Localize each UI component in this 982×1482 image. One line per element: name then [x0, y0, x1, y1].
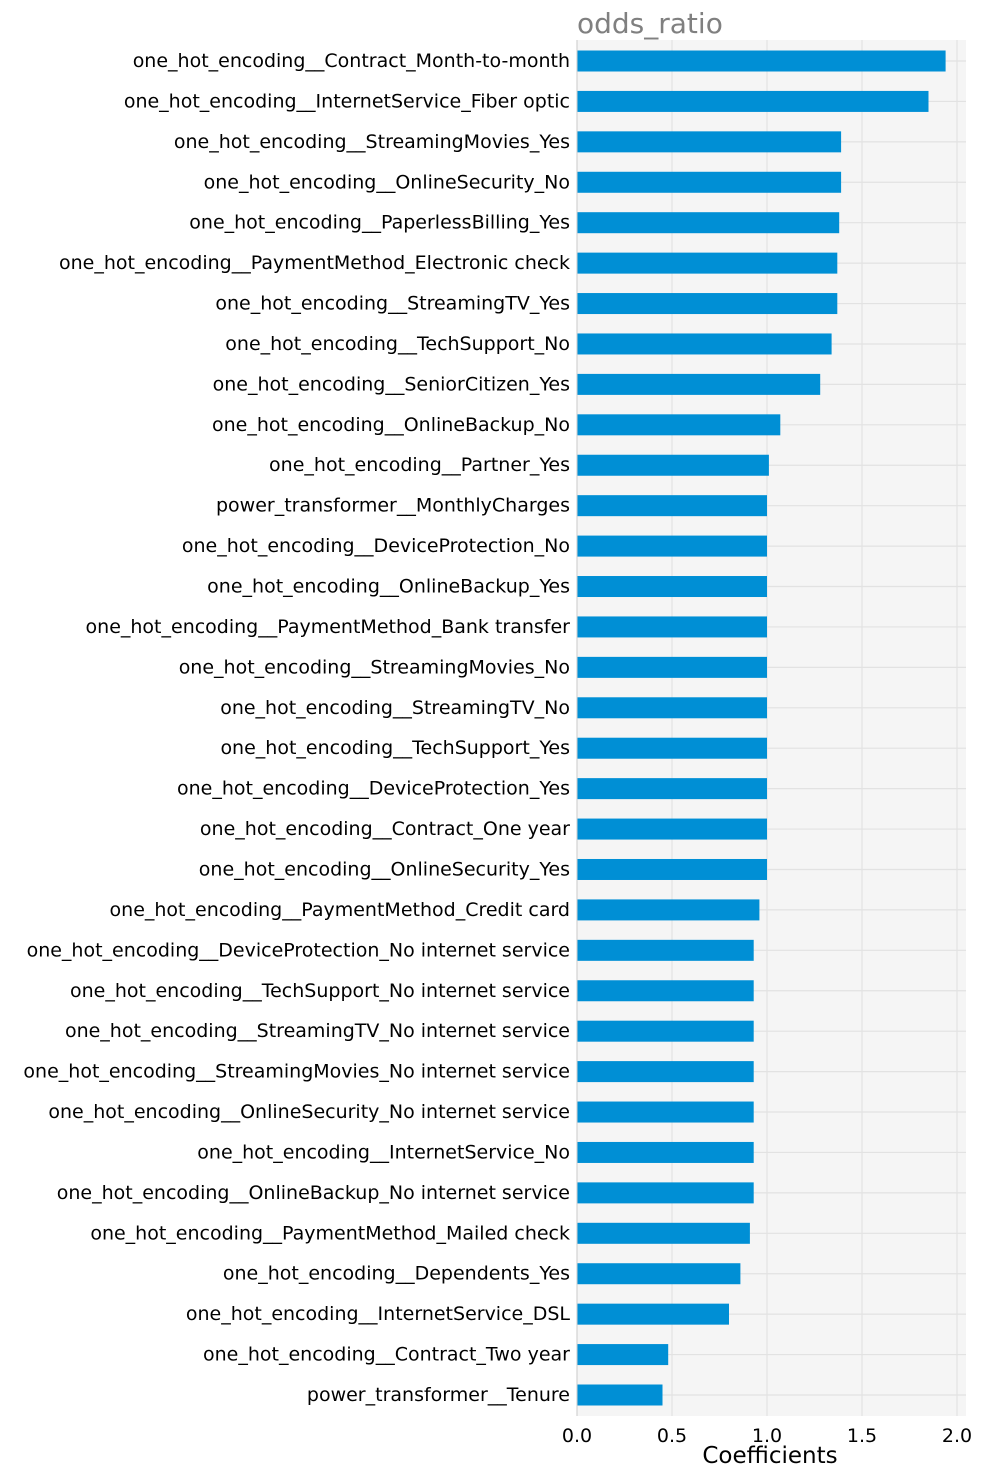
category-label: one_hot_encoding__Contract_Month-to-mont… [133, 50, 570, 72]
category-label: one_hot_encoding__Partner_Yes [269, 454, 570, 476]
bar [577, 899, 760, 921]
bar [577, 697, 767, 719]
bar [577, 1303, 729, 1325]
category-label: one_hot_encoding__PaperlessBilling_Yes [189, 212, 570, 234]
category-label: one_hot_encoding__OnlineSecurity_No inte… [48, 1101, 570, 1123]
bar [577, 293, 838, 315]
category-label: one_hot_encoding__OnlineSecurity_No [204, 171, 570, 193]
category-label: one_hot_encoding__StreamingMovies_Yes [174, 131, 570, 153]
category-label: one_hot_encoding__Contract_Two year [203, 1344, 570, 1366]
category-label: one_hot_encoding__InternetService_No [197, 1141, 570, 1163]
bars [577, 50, 946, 1406]
chart-title: odds_ratio [577, 7, 723, 40]
bar [577, 818, 767, 840]
category-label: one_hot_encoding__TechSupport_No interne… [70, 980, 570, 1002]
category-label: one_hot_encoding__DeviceProtection_No in… [27, 939, 570, 961]
bar [577, 980, 754, 1002]
bar [577, 252, 838, 274]
x-axis-title: Coefficients [702, 1443, 837, 1469]
category-label: one_hot_encoding__PaymentMethod_Bank tra… [86, 616, 571, 638]
bar [577, 616, 767, 638]
category-label: one_hot_encoding__SeniorCitizen_Yes [213, 373, 570, 395]
category-label: one_hot_encoding__StreamingMovies_No int… [23, 1061, 570, 1083]
category-labels: one_hot_encoding__Contract_Month-to-mont… [23, 50, 570, 1406]
category-label: one_hot_encoding__OnlineBackup_Yes [207, 576, 570, 598]
bar [577, 737, 767, 759]
bar [577, 90, 929, 112]
category-label: one_hot_encoding__OnlineBackup_No [212, 414, 570, 436]
category-label: one_hot_encoding__StreamingMovies_No [179, 656, 570, 678]
category-label: power_transformer__Tenure [307, 1384, 570, 1406]
category-label: one_hot_encoding__Dependents_Yes [223, 1263, 570, 1285]
category-label: one_hot_encoding__StreamingTV_No interne… [65, 1020, 570, 1042]
bar [577, 1384, 663, 1406]
category-label: one_hot_encoding__OnlineSecurity_Yes [199, 858, 570, 880]
bar [577, 171, 842, 193]
category-label: one_hot_encoding__InternetService_Fiber … [124, 90, 570, 112]
bar [577, 333, 832, 355]
bar [577, 858, 767, 880]
bar [577, 656, 767, 678]
category-label: one_hot_encoding__DeviceProtection_Yes [177, 778, 570, 800]
bar [577, 1020, 754, 1042]
plot-background [577, 40, 966, 1416]
bar [577, 576, 767, 598]
category-label: one_hot_encoding__PaymentMethod_Mailed c… [90, 1222, 570, 1244]
bar [577, 1263, 741, 1285]
bar [577, 1344, 669, 1366]
x-tick-label: 1.0 [752, 1425, 782, 1447]
x-tick-labels: 0.0 0.5 1.0 1.5 2.0 [562, 1425, 972, 1447]
bar [577, 414, 781, 436]
category-label: one_hot_encoding__TechSupport_Yes [220, 737, 570, 759]
category-label: one_hot_encoding__PaymentMethod_Electron… [59, 252, 570, 274]
category-label: one_hot_encoding__StreamingTV_Yes [215, 293, 570, 315]
bar [577, 535, 767, 557]
category-label: one_hot_encoding__Contract_One year [200, 818, 570, 840]
category-label: one_hot_encoding__OnlineBackup_No intern… [57, 1182, 570, 1204]
x-tick-label: 0.0 [562, 1425, 592, 1447]
bar [577, 1222, 750, 1244]
bar [577, 1141, 754, 1163]
bar [577, 131, 842, 153]
category-label: power_transformer__MonthlyCharges [216, 495, 570, 517]
bar [577, 454, 769, 476]
category-label: one_hot_encoding__TechSupport_No [225, 333, 570, 355]
x-tick-label: 2.0 [942, 1425, 972, 1447]
bar [577, 1182, 754, 1204]
category-label: one_hot_encoding__DeviceProtection_No [182, 535, 570, 557]
bar [577, 212, 840, 234]
bar [577, 1101, 754, 1123]
bar [577, 778, 767, 800]
x-tick-label: 0.5 [657, 1425, 687, 1447]
bar [577, 1061, 754, 1083]
x-tick-label: 1.5 [847, 1425, 877, 1447]
category-label: one_hot_encoding__PaymentMethod_Credit c… [110, 899, 570, 921]
bar [577, 50, 946, 72]
category-label: one_hot_encoding__InternetService_DSL [186, 1303, 571, 1325]
bar [577, 495, 767, 517]
bar [577, 939, 754, 961]
bar [577, 373, 821, 395]
category-label: one_hot_encoding__StreamingTV_No [220, 697, 570, 719]
